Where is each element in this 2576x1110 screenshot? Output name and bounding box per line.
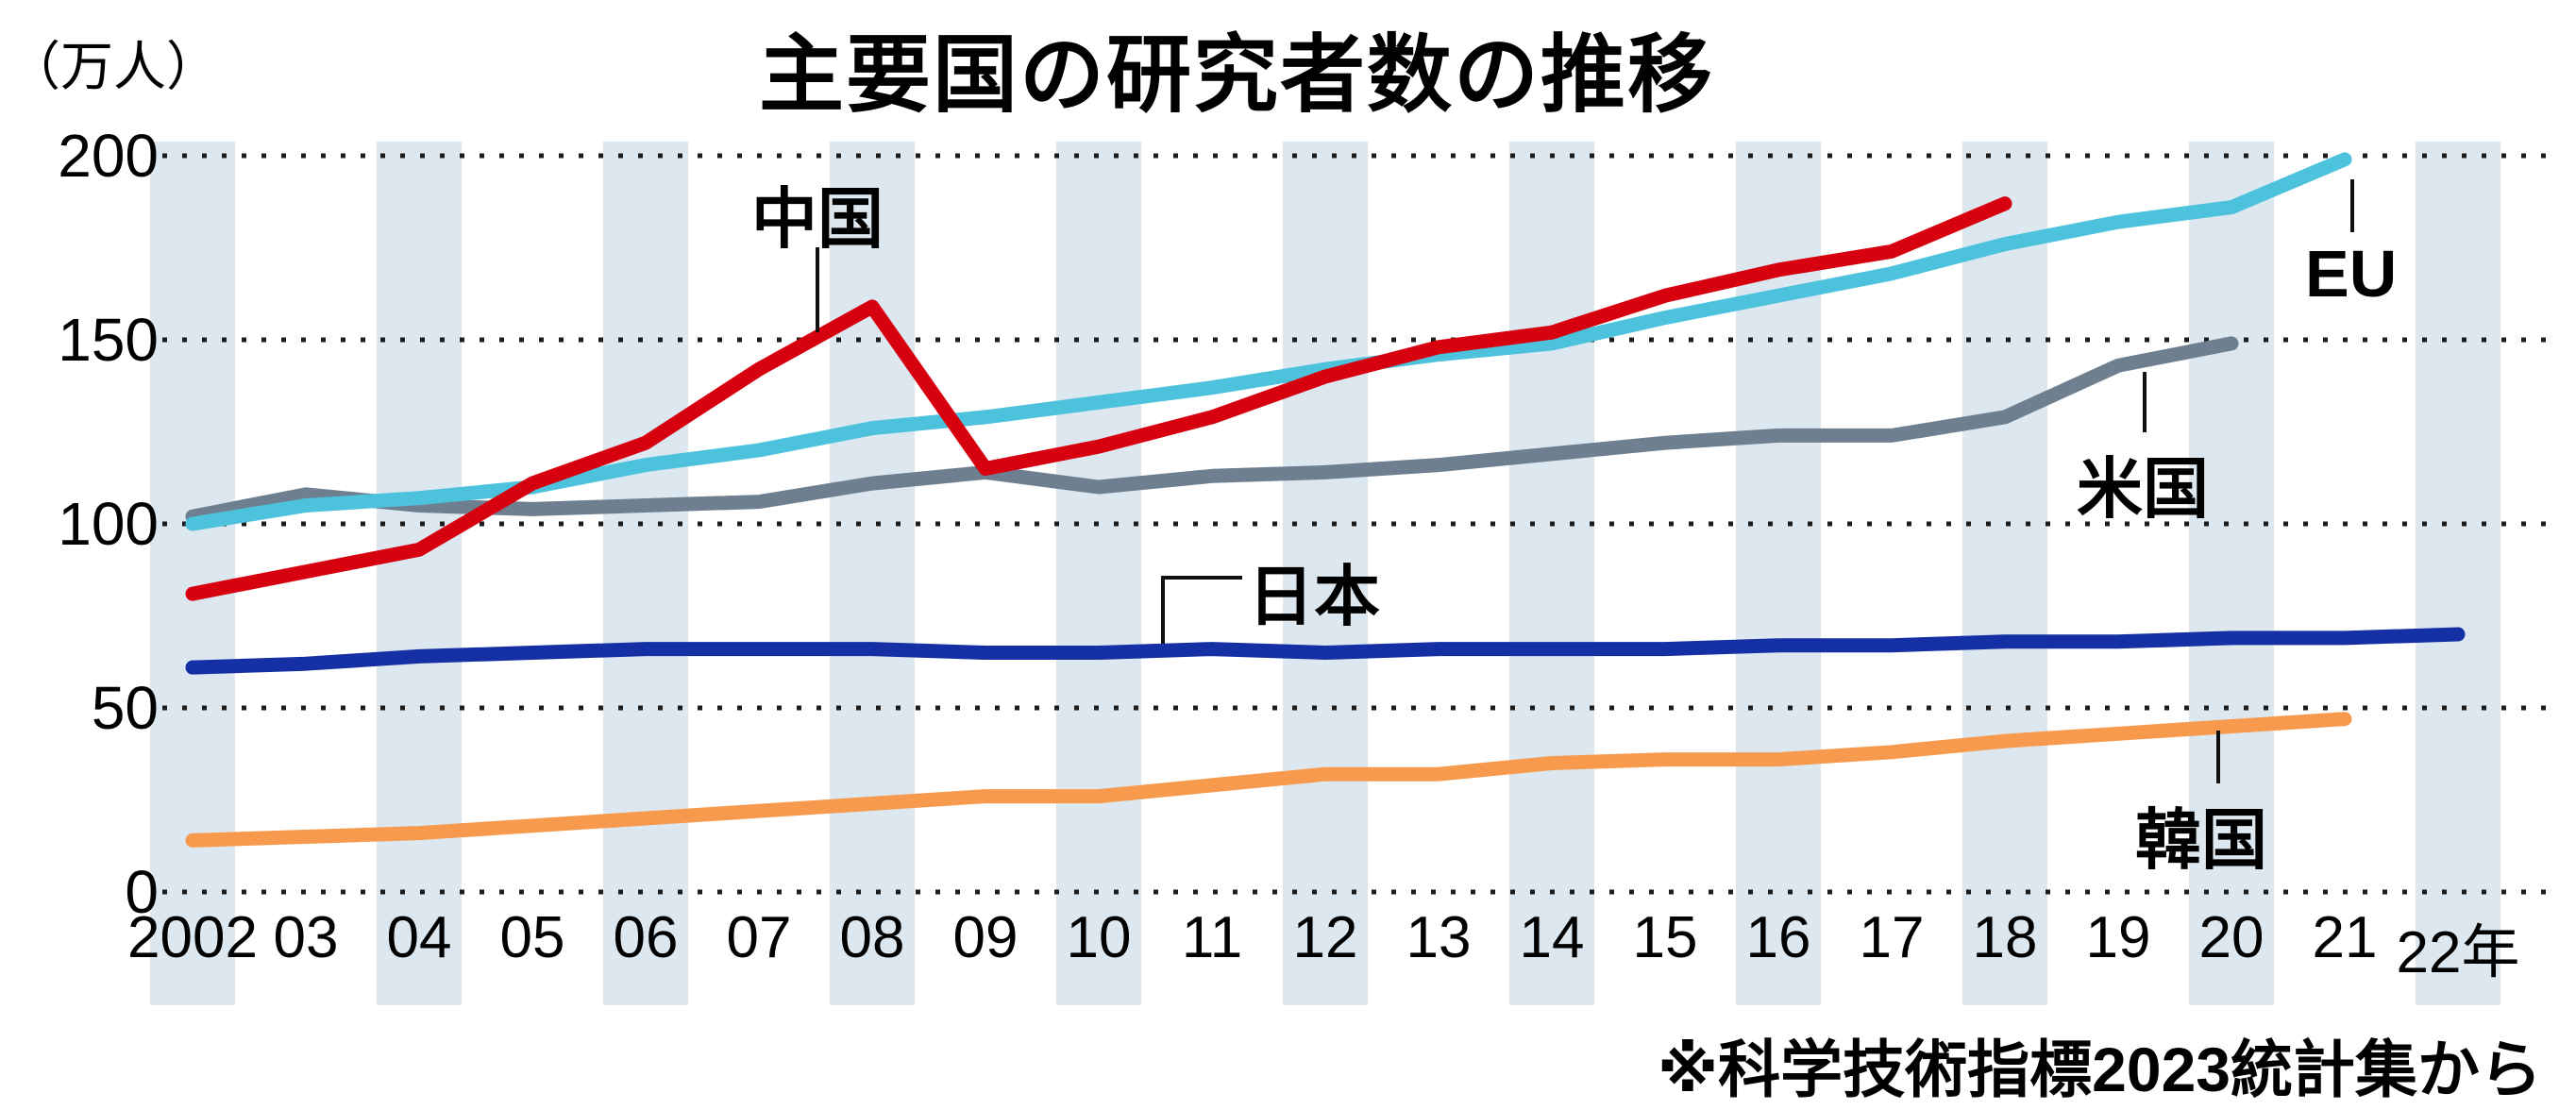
japan-series-label: 日本 bbox=[1248, 560, 1380, 633]
background-stripe bbox=[1056, 142, 1141, 1005]
x-tick-label-05: 05 bbox=[499, 905, 565, 970]
x-tick-label-13: 13 bbox=[1406, 905, 1472, 970]
y-tick-label-150: 150 bbox=[58, 306, 159, 374]
x-tick-label-16: 16 bbox=[1745, 905, 1811, 970]
x-tick-label-18: 18 bbox=[1972, 905, 2038, 970]
korea-series-label: 韓国 bbox=[2135, 803, 2267, 877]
x-tick-label-20: 20 bbox=[2198, 905, 2265, 970]
x-tick-label-03: 03 bbox=[273, 905, 339, 970]
x-tick-label-19: 19 bbox=[2085, 905, 2151, 970]
x-tick-label-17: 17 bbox=[1859, 905, 1925, 970]
x-tick-label-12: 12 bbox=[1292, 905, 1358, 970]
background-stripe bbox=[1962, 142, 2047, 1005]
chart-generated-layer bbox=[150, 142, 2549, 1005]
x-tick-label-09: 09 bbox=[952, 905, 1019, 970]
background-stripe bbox=[2189, 142, 2274, 1005]
line-us bbox=[185, 336, 2239, 524]
x-tick-label-2002: 2002 bbox=[127, 905, 258, 970]
label-connectors bbox=[816, 179, 2354, 783]
x-tick-label-21: 21 bbox=[2312, 905, 2378, 970]
source-note: ※科学技術指標2023統計集から bbox=[1658, 1034, 2542, 1104]
eu-series-label: EU bbox=[2305, 237, 2398, 311]
y-axis-unit-label: （万人） bbox=[8, 37, 219, 96]
y-tick-label-0: 0 bbox=[125, 858, 159, 926]
line-china bbox=[185, 196, 2012, 601]
china-series-label: 中国 bbox=[751, 182, 884, 256]
x-tick-label-14: 14 bbox=[1519, 905, 1585, 970]
japan-label-connector bbox=[1161, 576, 1242, 644]
background-stripe bbox=[830, 142, 915, 1005]
x-tick-label-07: 07 bbox=[726, 905, 792, 970]
x-tick-label-08: 08 bbox=[839, 905, 905, 970]
line-korea bbox=[185, 712, 2352, 848]
y-tick-label-200: 200 bbox=[58, 122, 159, 190]
x-tick-label-22年: 22年 bbox=[2396, 920, 2520, 985]
y-tick-label-100: 100 bbox=[58, 490, 159, 558]
background-stripe bbox=[1283, 142, 1368, 1005]
chart-title: 主要国の研究者数の推移 bbox=[759, 28, 1714, 123]
background-stripe bbox=[2416, 142, 2500, 1005]
background-stripe bbox=[1509, 142, 1594, 1005]
x-tick-label-15: 15 bbox=[1632, 905, 1698, 970]
y-tick-label-50: 50 bbox=[91, 674, 159, 742]
line-japan bbox=[185, 627, 2466, 675]
x-tick-label-04: 04 bbox=[386, 905, 452, 970]
us-series-label: 米国 bbox=[2077, 452, 2209, 526]
background-stripe bbox=[150, 142, 235, 1005]
background-stripe bbox=[603, 142, 688, 1005]
x-tick-label-11: 11 bbox=[1181, 905, 1243, 970]
x-tick-label-10: 10 bbox=[1066, 905, 1132, 970]
background-stripe bbox=[377, 142, 462, 1005]
x-tick-label-06: 06 bbox=[613, 905, 679, 970]
